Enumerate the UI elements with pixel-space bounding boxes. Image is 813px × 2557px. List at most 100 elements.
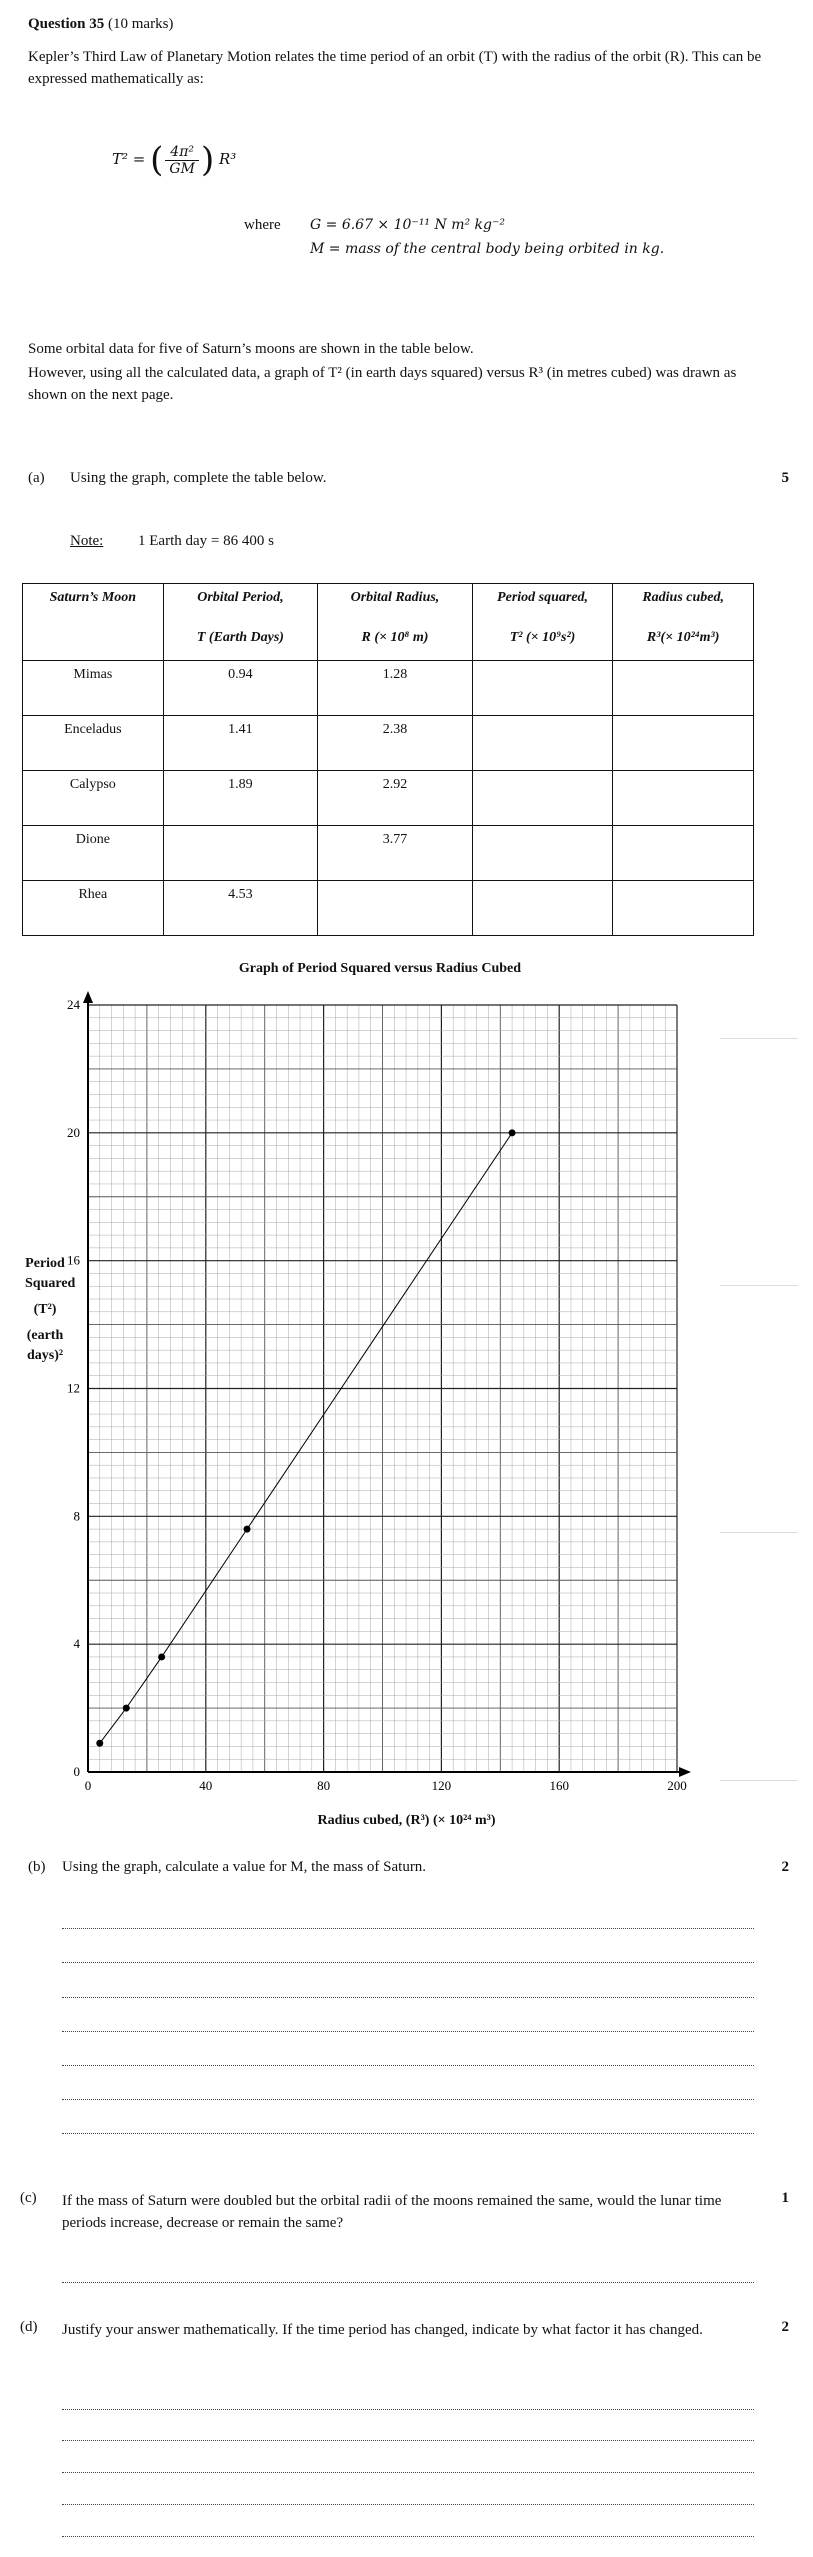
answer-line[interactable] (62, 2099, 754, 2100)
where-m: M = mass of the central body being orbit… (310, 241, 665, 257)
cell-moon: Rhea (22, 880, 164, 936)
cell-radius[interactable] (317, 880, 473, 936)
header-moon: Saturn’s Moon (22, 583, 164, 661)
answer-line[interactable] (62, 2440, 754, 2441)
cell-period[interactable] (162, 825, 319, 881)
data-point (158, 1653, 166, 1661)
cell-period: 4.53 (162, 880, 319, 936)
formula-rhs: R³ (218, 150, 237, 168)
part-b-label: (b) (28, 1859, 46, 1875)
data-point (122, 1704, 130, 1712)
table-header-row: Saturn’s Moon Orbital Period, T (Earth Da… (22, 583, 754, 661)
y-label-line: (earth (26, 1328, 64, 1343)
y-tick-label: 8 (74, 1508, 81, 1523)
answer-line[interactable] (62, 2282, 754, 2283)
cell-moon: Mimas (22, 660, 164, 716)
cell-moon: Enceladus (22, 715, 164, 771)
part-c-label: (c) (20, 2190, 37, 2206)
y-tick-label: 20 (67, 1125, 80, 1140)
answer-line[interactable] (62, 1928, 754, 1929)
series-line (99, 1132, 513, 1744)
table-row: Rhea 4.53 (22, 880, 754, 936)
answer-line[interactable] (62, 2409, 754, 2410)
y-tick-label: 16 (67, 1253, 81, 1268)
part-d-marks: 2 (781, 2319, 790, 2335)
formula-denominator: GM (169, 160, 195, 177)
answer-line[interactable] (62, 2031, 754, 2032)
cell-radius: 2.92 (317, 770, 473, 826)
cell-period: 0.94 (162, 660, 319, 716)
table-row: Mimas 0.94 1.28 (22, 660, 754, 716)
part-a-label: (a) (28, 470, 45, 486)
part-b-marks: 2 (781, 1859, 790, 1875)
chart-grid (87, 1004, 678, 1773)
table-row: Dione 3.77 (22, 825, 754, 881)
answer-line[interactable] (62, 2504, 754, 2505)
chart-title: Graph of Period Squared versus Radius Cu… (238, 961, 522, 976)
where-g: G = 6.67 × 10⁻¹¹ N m² kg⁻² (310, 217, 505, 233)
cell-radius-cubed[interactable] (612, 770, 754, 826)
header-radius-cubed: Radius cubed, R³(× 10²⁴m³) (612, 583, 754, 661)
kepler-formula: T² = (4π² GM) R³ (112, 140, 237, 180)
where-label: where (244, 217, 281, 233)
formula-lhs: T² = (112, 150, 146, 168)
header-period-squared: Period squared, T² (× 10⁹s²) (471, 583, 614, 661)
part-a-text: Using the graph, complete the table belo… (70, 470, 327, 486)
question-heading: Question 35 (10 marks) (28, 16, 173, 33)
chart-series (96, 1129, 516, 1747)
cell-period: 1.89 (162, 770, 319, 826)
graph-intro-text: However, using all the calculated data, … (28, 365, 737, 403)
part-a-marks: 5 (781, 470, 790, 486)
cell-radius-cubed[interactable] (612, 825, 754, 881)
x-tick-label: 200 (667, 1778, 687, 1793)
y-label-line: Period (25, 1256, 65, 1271)
answer-line[interactable] (62, 1997, 754, 1998)
chart-tick-labels: 0 40 80 120 160 200 0 4 8 12 16 20 24 (67, 997, 687, 1793)
y-tick-label: 12 (67, 1381, 80, 1396)
answer-line[interactable] (62, 2133, 754, 2134)
y-tick-label: 24 (67, 997, 81, 1012)
cell-period-squared[interactable] (471, 770, 614, 826)
header-period: Orbital Period, T (Earth Days) (162, 583, 319, 661)
cell-period-squared[interactable] (471, 880, 614, 936)
x-tick-label: 80 (317, 1778, 330, 1793)
note-label: Note: (70, 533, 104, 549)
cell-radius-cubed[interactable] (612, 880, 754, 936)
cell-radius-cubed[interactable] (612, 660, 754, 716)
cell-period-squared[interactable] (471, 825, 614, 881)
period-squared-vs-radius-cubed-chart: 0 40 80 120 160 200 0 4 8 12 16 20 24 (67, 991, 691, 1793)
answer-line[interactable] (62, 2065, 754, 2066)
answer-line[interactable] (62, 2472, 754, 2473)
question-title: Question 35 (28, 16, 105, 32)
part-c-text: If the mass of Saturn were doubled but t… (62, 2193, 722, 2231)
cell-period-squared[interactable] (471, 660, 614, 716)
cell-period-squared[interactable] (471, 715, 614, 771)
answer-line[interactable] (62, 2536, 754, 2537)
data-point (96, 1739, 104, 1747)
x-axis-arrow (679, 1767, 691, 1777)
formula-numerator: 4π² (165, 144, 199, 161)
y-label-line: Squared (25, 1276, 76, 1291)
cell-moon: Dione (22, 825, 164, 881)
cell-radius-cubed[interactable] (612, 715, 754, 771)
data-point (243, 1525, 251, 1533)
header-radius: Orbital Radius, R (× 10⁸ m) (317, 583, 473, 661)
table-row: Enceladus 1.41 2.38 (22, 715, 754, 771)
intro-text: Kepler’s Third Law of Planetary Motion r… (28, 49, 762, 87)
saturn-moons-table: Saturn’s Moon Orbital Period, T (Earth Da… (22, 583, 754, 936)
chart-axes (83, 991, 691, 1777)
y-tick-label: 0 (74, 1764, 81, 1779)
note-text: 1 Earth day = 86 400 s (138, 533, 274, 549)
x-tick-label: 0 (85, 1778, 92, 1793)
y-label-line: days)² (26, 1348, 64, 1363)
part-d-label: (d) (20, 2319, 38, 2335)
y-label-line: (T²) (33, 1302, 57, 1317)
chart-x-label: Radius cubed, (R³) (× 10²⁴ m³) (317, 1813, 496, 1828)
x-tick-label: 120 (432, 1778, 452, 1793)
x-tick-label: 40 (199, 1778, 212, 1793)
x-tick-label: 160 (549, 1778, 569, 1793)
cell-period: 1.41 (162, 715, 319, 771)
table-row: Calypso 1.89 2.92 (22, 770, 754, 826)
cell-radius: 1.28 (317, 660, 473, 716)
answer-line[interactable] (62, 1962, 754, 1963)
